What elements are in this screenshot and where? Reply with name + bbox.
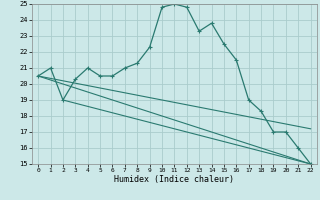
- X-axis label: Humidex (Indice chaleur): Humidex (Indice chaleur): [115, 175, 234, 184]
